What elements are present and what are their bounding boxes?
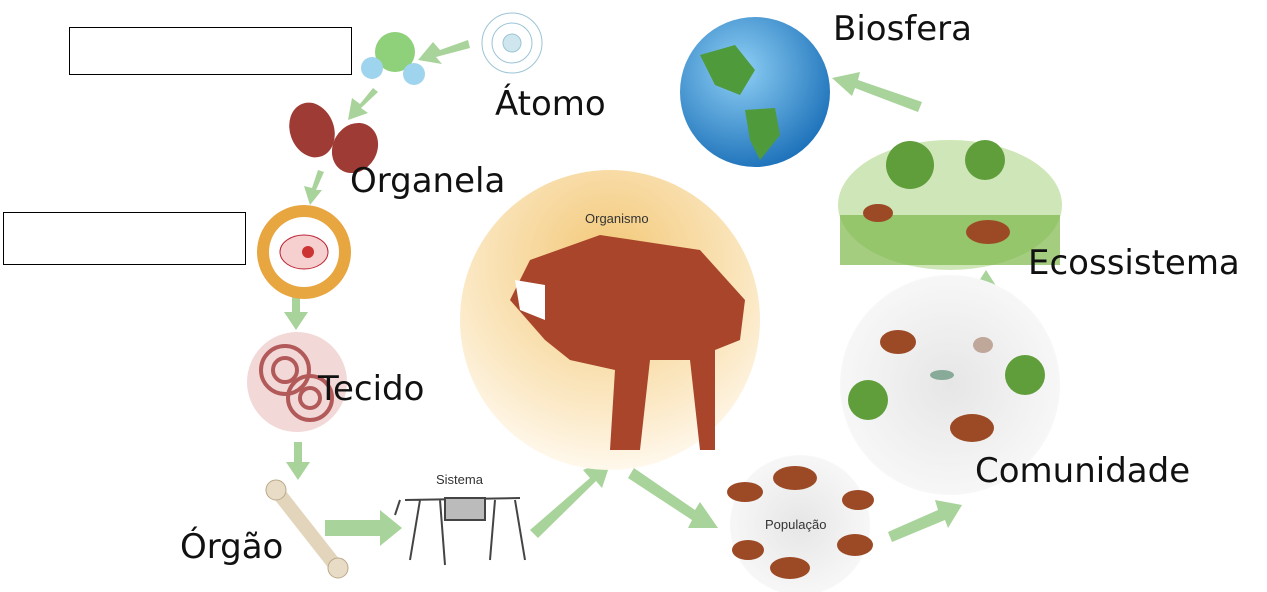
label: Biosfera [833,9,972,49]
label: Órgão [180,526,283,567]
molecule-icon [361,32,425,85]
label: Sistema [436,472,484,487]
answer-box[interactable] [4,213,246,265]
label: Comunidade [975,451,1190,491]
label: População [765,517,826,532]
diagram: Átomo Organela Tecido Órgão Sistema Orga… [0,0,1267,592]
answer-box[interactable] [70,28,352,75]
cell-icon [257,205,351,299]
skeleton-icon [395,498,525,565]
atom-icon [482,13,542,73]
globe-icon [680,17,830,167]
label: Organela [350,161,505,201]
label: Ecossistema [1028,243,1240,283]
label: Átomo [495,83,606,124]
label: Tecido [317,369,424,409]
label: Organismo [585,211,649,226]
